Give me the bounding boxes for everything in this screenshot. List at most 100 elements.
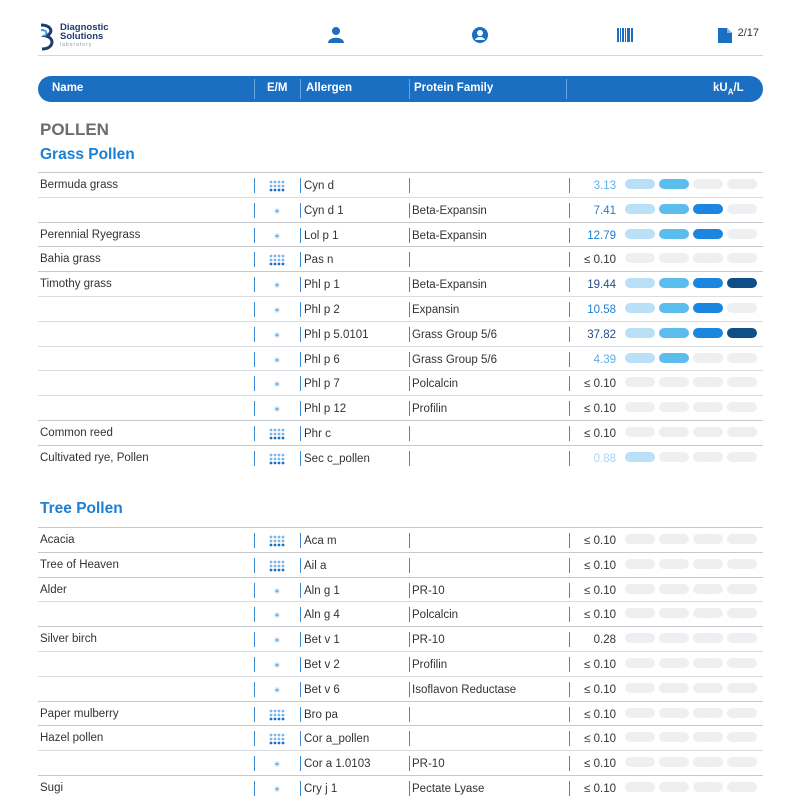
cell-divider (254, 706, 255, 722)
report-header: Diagnostic Solutions laboratory 2/17 (38, 18, 763, 56)
table-row: Hazel pollen Cor a_pollen ≤ 0.10 (38, 725, 763, 750)
level-bar (625, 303, 757, 313)
level-segment (659, 427, 689, 437)
result-value: 4.39 (593, 353, 616, 366)
molecule-dot-icon (274, 282, 280, 289)
level-segment (625, 583, 655, 594)
cell-divider (569, 607, 570, 623)
allergen-source-name: Timothy grass (40, 278, 112, 291)
cell-divider (254, 681, 255, 697)
level-bar (625, 534, 757, 544)
cell-divider (409, 252, 410, 268)
level-segment (693, 352, 723, 363)
cell-divider (254, 277, 255, 293)
level-bar (625, 402, 757, 413)
allergen-code: Bet v 6 (304, 683, 340, 696)
allergen-code: Phr c (304, 428, 331, 440)
level-bar (625, 558, 757, 569)
level-segment (659, 682, 689, 693)
cell-divider (569, 252, 570, 268)
table-row: Perennial Ryegrass Lol p 1 Beta-Expansin 12… (38, 221, 763, 247)
cell-divider (569, 557, 570, 573)
cell-divider (254, 178, 255, 193)
extract-grid-icon (269, 180, 285, 192)
level-bar (625, 377, 757, 388)
level-segment (693, 402, 723, 413)
level-segment (727, 352, 757, 363)
cell-divider (569, 657, 570, 672)
level-segment (625, 782, 655, 792)
cell-divider (569, 401, 570, 417)
protein-family: Pectate Lyase (412, 783, 485, 795)
level-segment (693, 327, 723, 338)
allergen-code: Cry j 1 (304, 783, 338, 795)
result-value: ≤ 0.10 (584, 708, 616, 721)
allergen-code: Pas n (304, 254, 334, 267)
allergen-source-name: Silver birch (40, 633, 97, 646)
allergen-code: Aln g 1 (304, 584, 340, 597)
protein-family: Beta-Expansin (412, 204, 487, 217)
level-bar (625, 253, 757, 264)
level-segment (727, 633, 757, 644)
table-row: Bahia grass Pas n ≤ 0.10 (38, 246, 763, 271)
col-unit: kUA/L (713, 82, 744, 97)
level-segment (727, 583, 757, 594)
level-segment (727, 658, 757, 668)
molecule-dot-icon (274, 356, 280, 363)
table-row: Phl p 7 Polcalcin ≤ 0.10 (38, 370, 763, 395)
cell-divider (569, 756, 570, 772)
cell-divider (254, 302, 255, 317)
level-segment (693, 377, 723, 388)
cell-divider (409, 227, 410, 243)
level-segment (659, 278, 689, 289)
molecule-dot-icon (274, 207, 280, 214)
cell-divider (569, 731, 570, 747)
extract-grid-icon (269, 453, 285, 465)
cell-divider (300, 351, 301, 367)
column-header-bar: Name E/M Allergen Protein Family kUA/L (38, 76, 763, 102)
table-row: Paper mulberry Bro pa ≤ 0.10 (38, 700, 763, 726)
cell-divider (254, 731, 255, 747)
level-segment (659, 558, 689, 569)
cell-divider (300, 781, 301, 796)
cell-divider (569, 227, 570, 243)
level-segment (727, 203, 757, 214)
section-title: POLLEN (40, 120, 109, 139)
profile-icon[interactable] (470, 25, 490, 45)
table-row: Cyn d 1 Beta-Expansin 7.41 (38, 196, 763, 222)
allergen-source-name: Cultivated rye, Pollen (40, 451, 149, 464)
cell-divider (569, 781, 570, 796)
table-row: Sugi Cry j 1 Pectate Lyase ≤ 0.10 (38, 775, 763, 800)
level-segment (659, 782, 689, 792)
cell-divider (569, 681, 570, 697)
patient-icon[interactable] (326, 25, 346, 45)
level-segment (625, 558, 655, 569)
result-value: ≤ 0.10 (584, 254, 616, 267)
cell-divider (409, 607, 410, 623)
level-segment (727, 534, 757, 544)
level-segment (693, 682, 723, 693)
barcode-icon[interactable] (615, 25, 635, 45)
level-segment (693, 757, 723, 768)
cell-divider (300, 178, 301, 193)
level-segment (727, 377, 757, 388)
level-segment (727, 558, 757, 569)
logo-tagline: laboratory (60, 42, 93, 48)
allergen-source-name: Perennial Ryegrass (40, 228, 141, 241)
table-row: Cultivated rye, Pollen Sec c_pollen 0.88 (38, 444, 763, 470)
level-segment (693, 658, 723, 668)
allergen-code: Aln g 4 (304, 609, 340, 622)
level-segment (659, 732, 689, 743)
level-segment (659, 658, 689, 668)
cell-divider (300, 731, 301, 747)
allergen-code: Cor a_pollen (304, 733, 370, 746)
level-segment (659, 327, 689, 338)
cell-divider (409, 277, 410, 293)
cell-divider (569, 426, 570, 441)
col-protein-family: Protein Family (414, 82, 494, 94)
molecule-dot-icon (274, 232, 280, 239)
allergen-code: Cyn d (304, 180, 335, 192)
extract-grid-icon (269, 709, 285, 720)
level-segment (727, 682, 757, 693)
cell-divider (409, 533, 410, 548)
